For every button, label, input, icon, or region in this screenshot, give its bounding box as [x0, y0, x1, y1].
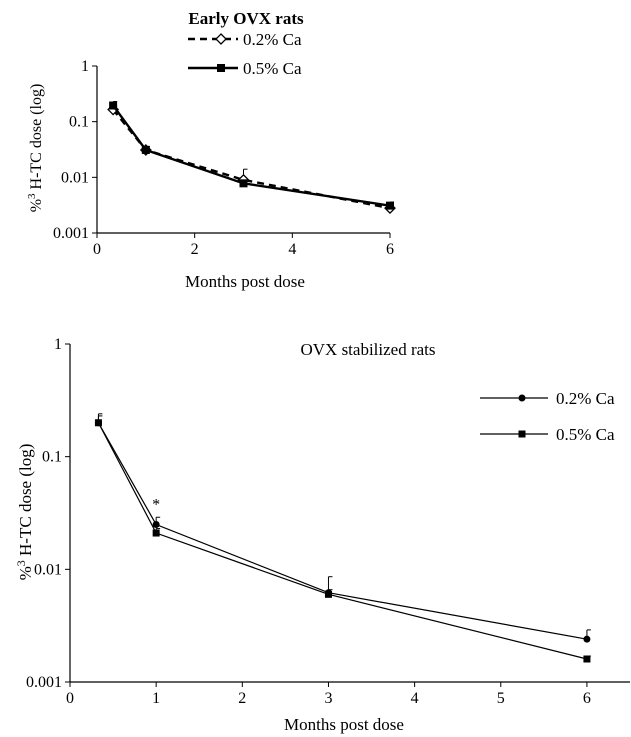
series-line-0 [112, 108, 391, 210]
y-tick-label: 1 [81, 58, 89, 75]
x-tick-label: 4 [411, 690, 419, 707]
x-tick-label: 2 [191, 241, 199, 258]
x-tick-label: 4 [288, 241, 296, 258]
y-axis-label: %3 H-TC dose (log) [26, 84, 45, 213]
y-axis-label-superscript: 3 [26, 193, 38, 199]
series-line-1 [112, 104, 391, 207]
legend-label-0: 0.2% Ca [243, 30, 302, 49]
x-axis-label: Months post dose [185, 272, 305, 291]
y-tick-label: 0.01 [61, 169, 89, 186]
x-tick-label: 1 [152, 690, 160, 707]
legend-label-1: 0.5% Ca [556, 425, 615, 444]
data-point-filled-circle [152, 520, 160, 528]
x-tick-label: 5 [497, 690, 505, 707]
y-tick-label: 0.01 [34, 561, 62, 578]
x-tick-label: 0 [66, 690, 74, 707]
data-point-filled-square [94, 419, 102, 427]
x-tick-label: 0 [93, 241, 101, 258]
x-tick-label: 2 [238, 690, 246, 707]
y-tick-label: 1 [54, 336, 62, 353]
legend-marker-0 [518, 394, 526, 402]
x-tick-label: 6 [583, 690, 591, 707]
series-line-0 [97, 422, 588, 640]
data-point-filled-square [386, 201, 394, 210]
y-axis-label: %3 H-TC dose (log) [14, 444, 35, 581]
x-tick-label: 6 [386, 241, 394, 258]
data-point-filled-circle [583, 635, 591, 643]
significance-annotation: * [152, 496, 160, 513]
legend-marker-0 [215, 33, 227, 45]
y-axis-label-text: H-TC dose (log) [28, 84, 45, 194]
chart-title: Early OVX rats [188, 9, 304, 28]
data-point-filled-square [152, 529, 160, 537]
y-axis-label-text: H-TC dose (log) [16, 444, 35, 561]
y-tick-label: 0.001 [26, 674, 62, 691]
series-line-1 [97, 422, 588, 660]
x-tick-label: 3 [324, 690, 332, 707]
y-axis-label-superscript: 3 [14, 560, 28, 566]
legend-marker-1 [217, 64, 225, 72]
y-axis-label-percent: % [28, 199, 45, 212]
y-axis-label-percent: % [16, 566, 35, 580]
y-tick-label: 0.1 [42, 449, 62, 466]
x-axis-label: Months post dose [284, 715, 404, 734]
data-point-filled-square [109, 101, 118, 110]
chart-early-ovx: Early OVX rats %3 H-TC dose (log) Months… [26, 9, 396, 291]
data-point-filled-square [583, 655, 591, 663]
legend-label-1: 0.5% Ca [243, 59, 302, 78]
data-point-filled-square [324, 590, 332, 598]
y-tick-label: 0.1 [69, 114, 89, 131]
chart-title: OVX stabilized rats [300, 340, 435, 359]
legend-label-0: 0.2% Ca [556, 389, 615, 408]
data-point-filled-square [239, 179, 248, 188]
data-point-filled-square [141, 145, 150, 154]
y-tick-label: 0.001 [53, 225, 89, 242]
legend-marker-1 [518, 430, 526, 438]
chart-ovx-stabilized: OVX stabilized rats %3 H-TC dose (log) M… [14, 336, 630, 734]
